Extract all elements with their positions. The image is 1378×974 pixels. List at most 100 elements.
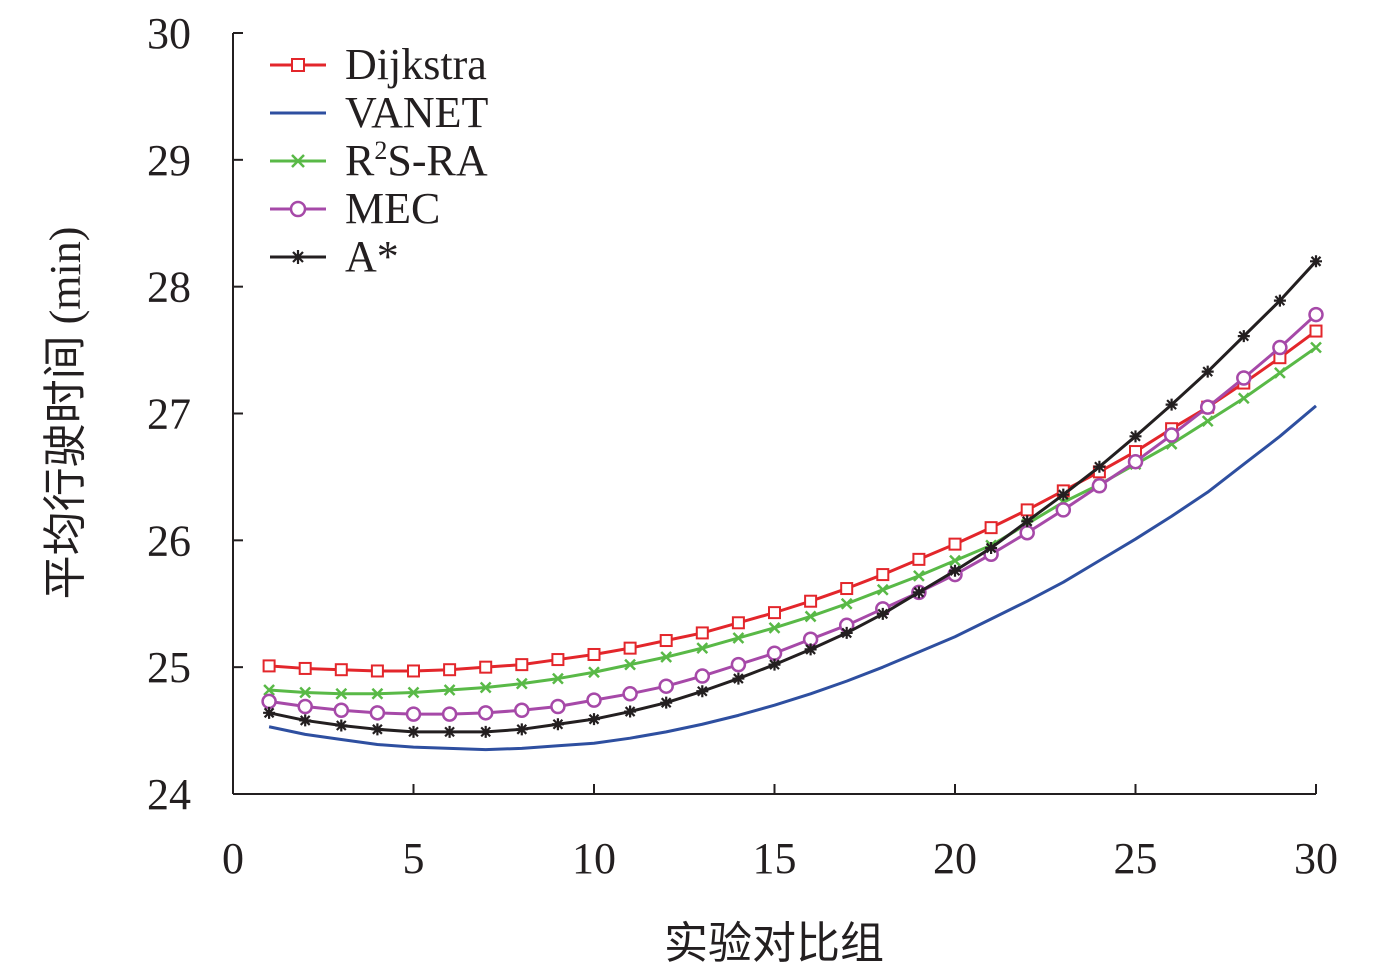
ticks: 24 25 26 27 28 29 30 0 5 10 15 20 25 30 [147,9,1338,883]
data-point-dijkstra [479,660,493,674]
data-point-mec [514,702,530,719]
y-tick-label: 30 [147,9,191,58]
x-tick-label: 25 [1114,834,1158,883]
y-tick-label: 28 [147,263,191,312]
data-point-r2s-ra [407,686,420,699]
data-point-a [732,672,745,685]
data-point-r2s-ra [263,684,275,696]
data-point-dijkstra [912,552,926,566]
data-point-dijkstra [1020,503,1034,517]
data-point-a [1129,430,1142,443]
data-point-mec [1163,427,1180,443]
data-point-mec [1199,399,1216,415]
x-tick-label: 30 [1294,834,1338,883]
data-point-a [1237,330,1250,343]
data-point-dijkstra [768,606,781,620]
data-point-a [1093,460,1106,473]
data-point-r2s-ra [768,621,781,634]
legend-label-r2s-ra-main: R [345,136,375,185]
data-point-mec [333,702,350,719]
legend-item-a-star: A* [270,232,399,281]
data-point-r2s-ra [479,681,492,694]
series-line-a [268,260,1318,734]
data-point-a [624,705,637,718]
series-vanet [268,404,1317,752]
data-point-r2s-ra [624,658,636,671]
data-point-a [949,564,961,577]
x-tick-label: 20 [933,834,977,883]
x-tick-label: 10 [572,834,616,883]
data-point-dijkstra [695,626,709,640]
data-point-r2s-ra [696,642,709,655]
data-point-dijkstra [515,658,529,672]
data-point-a [371,723,384,736]
x-tick-label: 0 [222,834,244,883]
data-point-a [985,541,998,554]
data-point-dijkstra [876,568,890,582]
y-tick-label: 29 [147,136,191,185]
data-point-dijkstra [948,537,962,551]
data-point-r2s-ra [299,686,312,699]
data-point-a [479,725,492,738]
data-point-a [299,714,312,727]
series-dijkstra [262,324,1323,678]
data-point-mec [405,706,422,722]
series-line-r2s-ra [268,346,1317,696]
legend-label-r2s-ra-rest: S-RA [387,136,487,185]
data-point-a [263,706,276,719]
data-point-r2s-ra [443,684,456,696]
data-point-a [912,586,925,599]
data-point-r2s-ra [876,583,889,596]
legend-label-vanet: VANET [345,88,489,137]
y-tick-label: 27 [147,390,191,439]
data-point-dijkstra [443,663,457,677]
data-point-r2s-ra [515,677,528,690]
data-point-r2s-ra [732,632,745,644]
data-point-dijkstra [334,663,348,677]
data-point-a [515,723,528,736]
data-point-a [1057,488,1070,501]
data-point-a [407,725,420,738]
data-point-a [696,685,709,698]
y-tick-label: 25 [147,643,191,692]
legend-marker-mec [289,200,307,218]
data-point-a [768,658,781,671]
data-point-mec [1019,524,1035,541]
legend-item-vanet: VANET [270,88,489,137]
data-point-r2s-ra [660,651,673,663]
data-point-mec [1127,453,1144,470]
data-point-mec [586,692,602,708]
data-point-dijkstra [262,659,276,673]
y-tick-label: 26 [147,516,191,565]
data-point-a [1201,365,1214,378]
data-point-r2s-ra [552,672,564,685]
legend-marker-a-star [291,250,305,264]
data-point-dijkstra [587,647,601,661]
data-point-a [660,696,673,709]
data-point-mec [766,645,783,661]
series-a [263,255,1322,738]
x-tick-label: 5 [403,834,425,883]
data-point-r2s-ra [588,666,600,679]
legend-label-a-star: A* [345,232,399,281]
data-point-dijkstra [623,641,637,655]
data-point-mec [658,678,674,694]
data-point-mec [1055,502,1072,518]
data-point-mec [261,693,277,710]
data-point-mec [297,698,313,715]
data-point-mec [477,705,494,721]
data-point-r2s-ra [913,569,925,582]
data-point-a [588,713,600,726]
data-point-dijkstra [1309,324,1323,338]
data-point-mec [730,656,747,673]
legend-marker-r2s-ra [291,154,305,168]
x-tick-label: 15 [753,834,797,883]
data-point-mec [1091,478,1108,494]
data-point-a [1310,255,1322,268]
data-point-dijkstra [731,616,745,630]
data-point-mec [694,668,711,684]
data-point-mec [1236,370,1252,386]
data-point-r2s-ra [1237,392,1250,405]
data-point-a [443,725,456,738]
